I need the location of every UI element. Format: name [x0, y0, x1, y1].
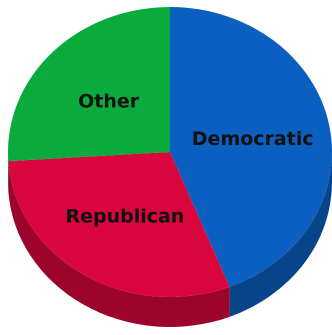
pie-side-democratic: [229, 152, 332, 317]
pie-slice-other: [7, 7, 170, 162]
pie-sides: [8, 152, 332, 327]
slice-label-republican: Republican: [65, 206, 184, 228]
pie-slice-democratic: [170, 7, 332, 287]
pie-labels: Democratic Republican Other: [65, 90, 313, 227]
pie-tops: [7, 7, 332, 297]
slice-label-democratic: Democratic: [192, 128, 314, 150]
slice-label-other: Other: [78, 90, 140, 112]
pie-slice-republican: [8, 152, 230, 297]
pie-side-republican: [8, 161, 230, 327]
